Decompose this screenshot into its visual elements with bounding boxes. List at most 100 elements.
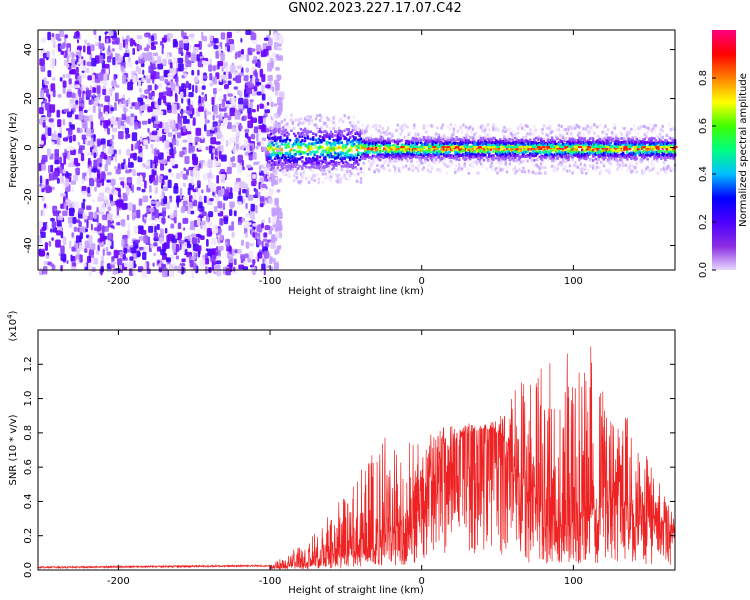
heatmap-cell <box>46 222 49 232</box>
heatmap-cell <box>140 63 145 68</box>
heatmap-cell <box>302 174 305 178</box>
heatmap-cell <box>74 84 80 89</box>
heatmap-cell <box>287 171 290 175</box>
heatmap-cell <box>100 265 104 273</box>
heatmap-cell <box>503 134 506 138</box>
heatmap-cell <box>363 144 367 148</box>
heatmap-cell <box>246 86 253 95</box>
heatmap-cell <box>474 136 477 140</box>
heatmap-cell <box>362 161 365 165</box>
heatmap-cell <box>274 226 278 232</box>
heatmap-cell <box>233 183 238 193</box>
heatmap-cell <box>531 171 535 175</box>
heatmap-cell <box>301 156 304 159</box>
heatmap-cell <box>151 130 158 136</box>
heatmap-cell <box>209 35 213 42</box>
heatmap-cell <box>333 151 337 155</box>
heatmap-cell <box>312 169 315 173</box>
heatmap-cell <box>396 160 400 164</box>
heatmap-cell <box>153 242 158 247</box>
heatmap-cell <box>79 96 82 103</box>
heatmap-cell <box>147 52 153 61</box>
heatmap-cell <box>186 119 190 124</box>
heatmap-cell <box>161 46 164 55</box>
heatmap-cell <box>459 126 462 130</box>
heatmap-cell <box>422 124 426 128</box>
heatmap-cell <box>96 178 101 188</box>
heatmap-cell <box>82 212 88 220</box>
heatmap-cell <box>111 40 117 45</box>
heatmap-cell <box>488 134 491 138</box>
heatmap-cell <box>151 168 155 178</box>
heatmap-cell <box>112 56 116 66</box>
heatmap-cell <box>86 61 92 67</box>
heatmap-cell <box>170 121 176 130</box>
heatmap-cell <box>50 263 55 267</box>
heatmap-cell <box>98 109 101 114</box>
heatmap-cell <box>233 86 238 90</box>
heatmap-cell <box>301 165 304 169</box>
heatmap-cell <box>514 132 517 136</box>
heatmap-cell <box>66 260 69 264</box>
heatmap-cell <box>235 75 242 84</box>
heatmap-cell <box>347 177 350 181</box>
heatmap-cell <box>408 131 412 135</box>
heatmap-cell <box>81 121 88 129</box>
heatmap-cell <box>56 230 62 236</box>
heatmap-cell <box>533 124 536 128</box>
heatmap-cell <box>368 126 371 130</box>
heatmap-cell <box>287 164 290 167</box>
heatmap-cell <box>388 132 391 136</box>
heatmap-cell <box>88 157 91 165</box>
heatmap-cell <box>329 179 333 183</box>
heatmap-cell <box>127 245 130 250</box>
heatmap-cell <box>198 40 202 50</box>
heatmap-cell <box>237 248 242 254</box>
heatmap-cell <box>192 168 196 177</box>
heatmap-cell <box>83 93 87 102</box>
heatmap-cell <box>81 74 85 79</box>
heatmap-cell <box>62 236 67 246</box>
heatmap-cell <box>497 128 501 132</box>
heatmap-cell <box>415 160 419 164</box>
heatmap-cell <box>143 219 147 224</box>
heatmap-cell <box>93 211 98 220</box>
heatmap-cell <box>147 38 151 46</box>
heatmap-cell <box>337 162 341 166</box>
heatmap-cell <box>126 214 130 221</box>
heatmap-cell <box>307 180 311 184</box>
heatmap-cell <box>126 116 131 124</box>
heatmap-cell <box>136 172 141 176</box>
heatmap-cell <box>280 151 284 155</box>
heatmap-cell <box>183 110 188 114</box>
heatmap-cell <box>108 45 111 53</box>
heatmap-cell <box>329 130 333 134</box>
heatmap-cell <box>132 215 135 221</box>
heatmap-cell <box>191 69 195 76</box>
heatmap-cell <box>490 164 494 168</box>
heatmap-cell <box>147 75 150 79</box>
heatmap-cell <box>128 202 133 212</box>
heatmap-cell <box>156 201 160 208</box>
heatmap-cell <box>503 125 506 129</box>
heatmap-cell <box>464 157 468 161</box>
heatmap-cell <box>358 158 361 162</box>
heatmap-cell <box>320 116 323 120</box>
heatmap-cell <box>291 168 294 172</box>
heatmap-cell <box>271 86 275 92</box>
heatmap-cell <box>86 219 89 229</box>
heatmap-cell <box>143 262 147 270</box>
heatmap-cell <box>439 170 442 174</box>
heatmap-cell <box>306 131 310 135</box>
heatmap-cell <box>191 237 198 245</box>
heatmap-cell <box>51 221 57 229</box>
heatmap-cell <box>299 127 303 131</box>
heatmap-cell <box>190 210 195 215</box>
heatmap-cell <box>154 100 158 109</box>
heatmap-cell <box>173 261 176 267</box>
heatmap-cell <box>399 132 402 136</box>
heatmap-cell <box>227 80 232 86</box>
heatmap-cell <box>279 169 282 172</box>
heatmap-cell <box>161 58 167 65</box>
